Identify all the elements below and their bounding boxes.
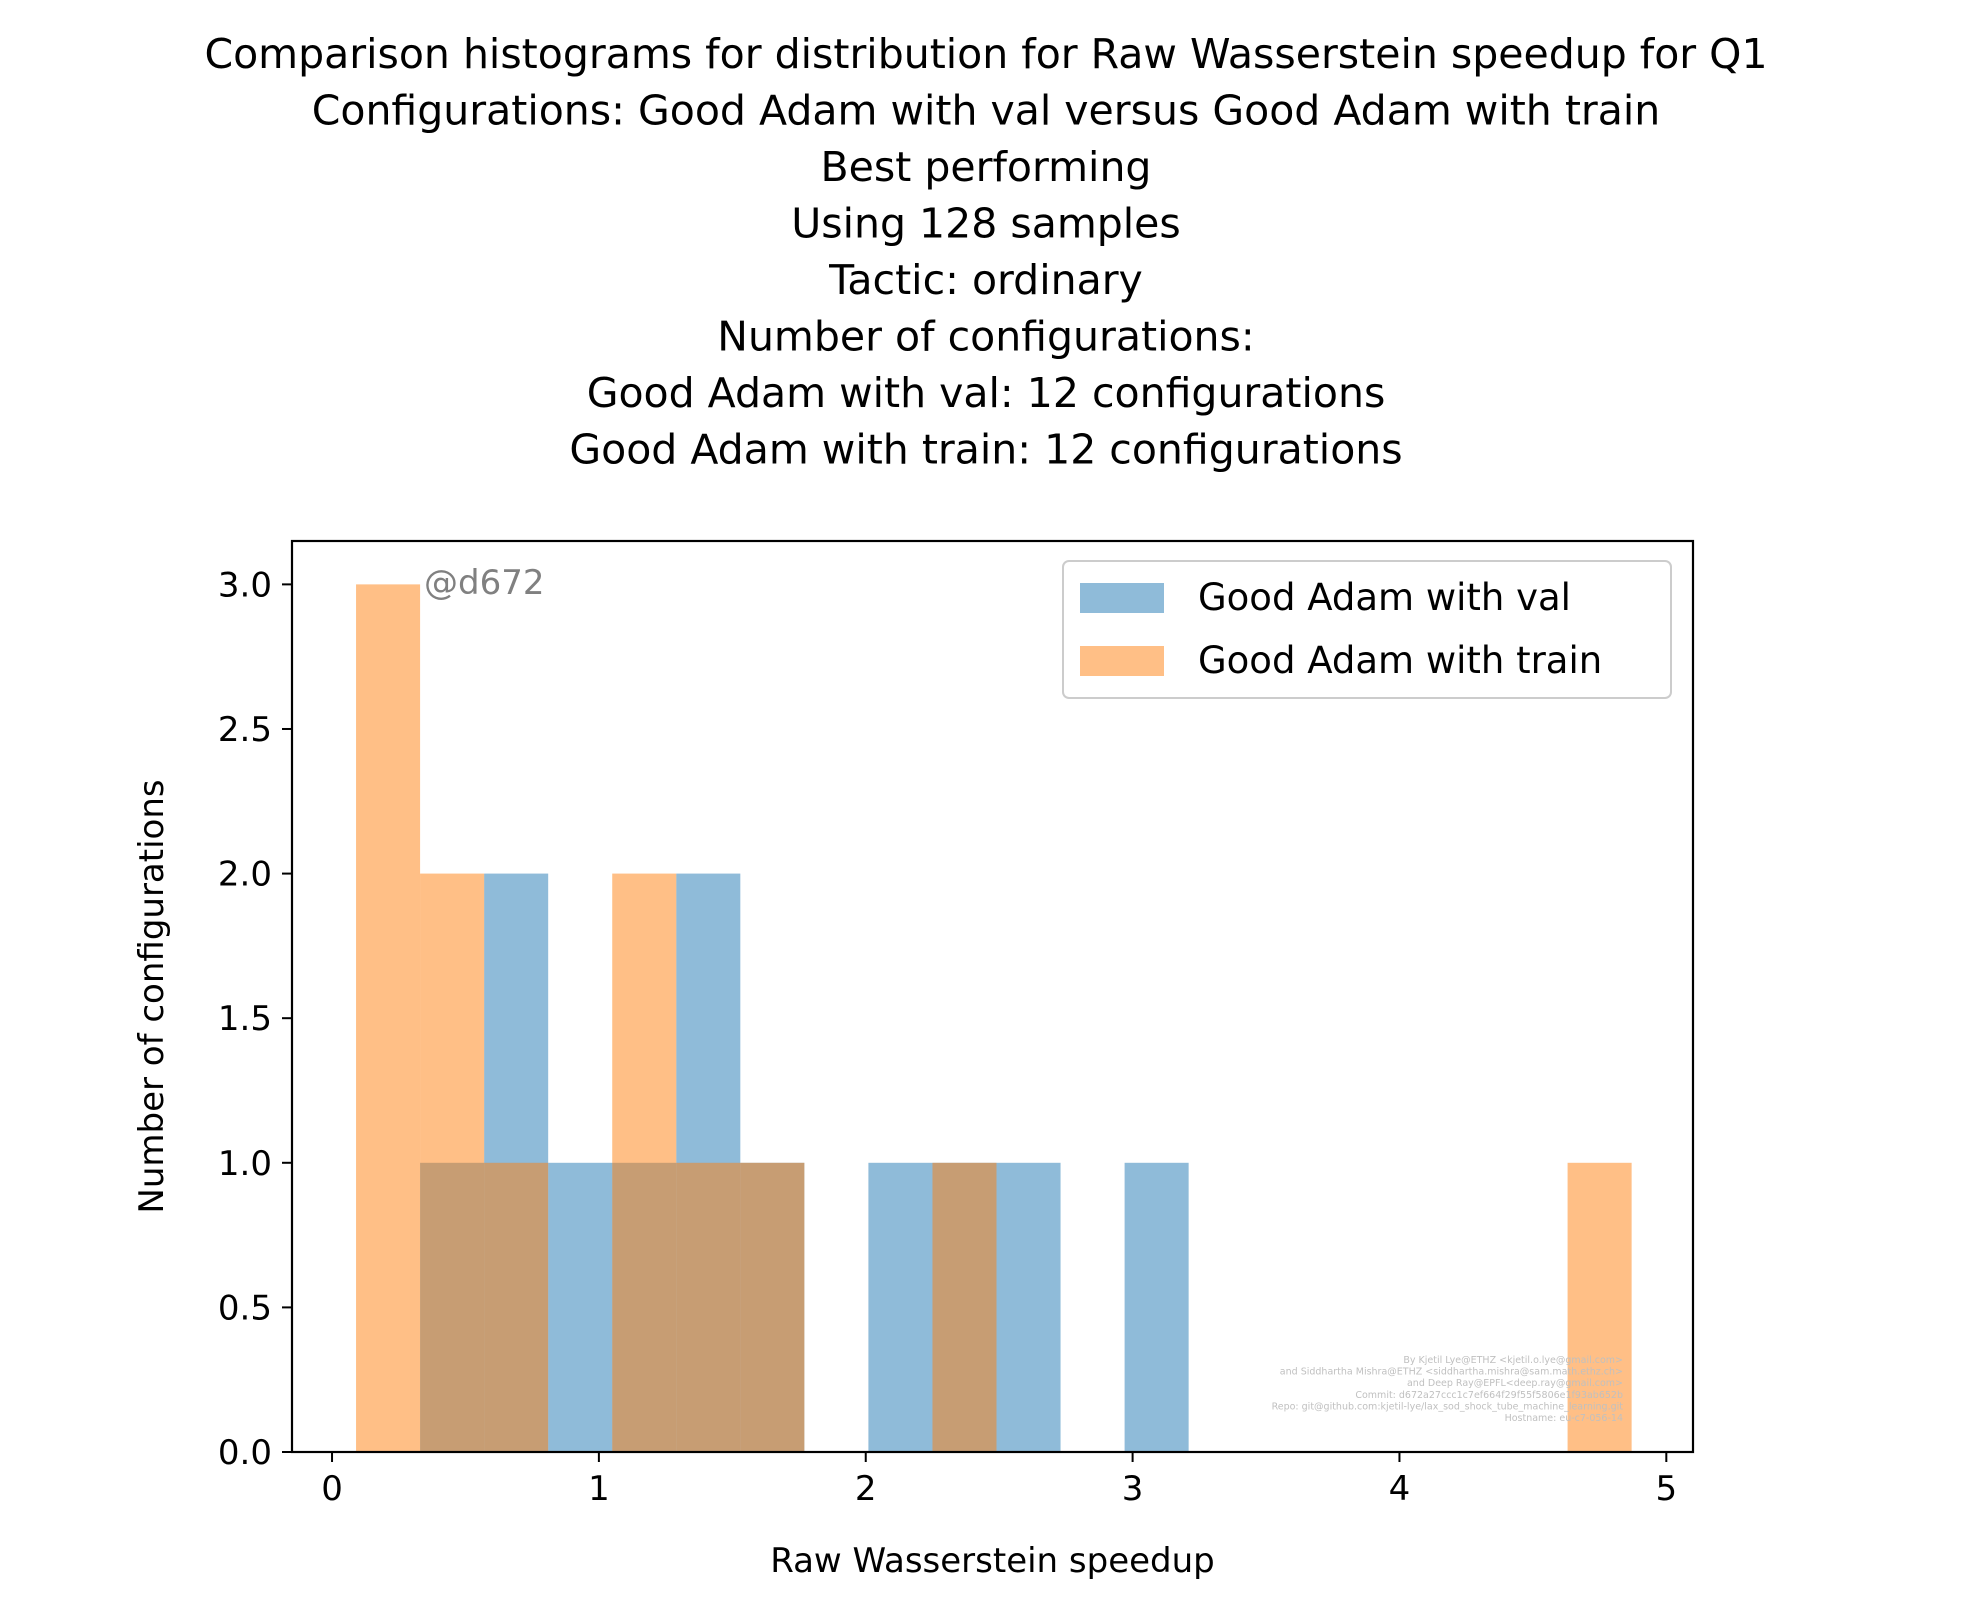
title-line: Tactic: ordinary — [828, 256, 1143, 304]
x-tick-label: 4 — [1389, 1469, 1411, 1509]
x-tick-label: 1 — [588, 1469, 610, 1509]
x-tick-label: 2 — [855, 1469, 877, 1509]
y-axis-label: Number of configurations — [132, 779, 172, 1213]
title-line: Using 128 samples — [791, 200, 1181, 248]
y-tick-label: 2.0 — [218, 855, 272, 895]
histogram-bar — [1124, 1162, 1189, 1452]
y-tick-label: 1.0 — [218, 1144, 272, 1184]
legend-swatch — [1080, 646, 1164, 676]
watermark-line: and Siddhartha Mishra@ETHZ <siddhartha.m… — [1280, 1367, 1623, 1378]
title-line: Good Adam with val: 12 configurations — [587, 369, 1386, 417]
x-tick-label: 0 — [321, 1469, 343, 1509]
title-line: Configurations: Good Adam with val versu… — [312, 87, 1661, 135]
histogram-bar — [420, 873, 485, 1452]
histogram-bar — [740, 1162, 805, 1452]
watermark-line: Hostname: eu-c7-056-14 — [1505, 1413, 1623, 1424]
watermark-line: Commit: d672a27ccc1c7ef664f29f55f5806e1f… — [1355, 1390, 1623, 1401]
histogram-bar — [484, 1162, 549, 1452]
histogram-bar — [676, 1162, 741, 1452]
bars — [356, 584, 1632, 1452]
chart-title: Comparison histograms for distribution f… — [204, 30, 1767, 474]
histogram-bar — [356, 584, 421, 1452]
watermark-line: Repo: git@github.com:kjetil-lye/lax_sod_… — [1272, 1401, 1624, 1412]
histogram-bar — [1567, 1162, 1632, 1452]
watermark-line: By Kjetil Lye@ETHZ <kjetil.o.lye@gmail.c… — [1403, 1355, 1623, 1366]
legend-box — [1062, 560, 1672, 699]
legend: Good Adam with val Good Adam with train — [1062, 560, 1672, 699]
legend-swatch — [1080, 583, 1164, 613]
histogram-bar — [612, 873, 677, 1452]
x-axis: 0 1 2 3 4 5 — [321, 1452, 1677, 1509]
y-tick-label: 2.5 — [218, 710, 272, 750]
legend-label: Good Adam with train — [1198, 639, 1602, 682]
y-tick-label: 0.0 — [218, 1433, 272, 1473]
histogram-bar — [932, 1162, 997, 1452]
y-tick-label: 1.5 — [218, 999, 272, 1039]
title-line: Number of configurations: — [717, 313, 1254, 361]
title-line: Comparison histograms for distribution f… — [204, 30, 1767, 78]
legend-label: Good Adam with val — [1198, 576, 1571, 619]
watermark: By Kjetil Lye@ETHZ <kjetil.o.lye@gmail.c… — [1272, 1355, 1624, 1424]
y-tick-label: 0.5 — [218, 1288, 272, 1328]
plot-frame — [290, 539, 1695, 1454]
histogram-bar — [996, 1162, 1061, 1452]
title-line: Good Adam with train: 12 configurations — [569, 426, 1402, 474]
watermark-line: and Deep Ray@EPFL<deep.ray@gmail.com> — [1407, 1378, 1623, 1389]
histogram-bar — [868, 1162, 933, 1452]
x-tick-label: 3 — [1122, 1469, 1144, 1509]
histogram-bar — [548, 1162, 613, 1452]
x-axis-label: Raw Wasserstein speedup — [770, 1541, 1215, 1581]
x-tick-label: 5 — [1655, 1469, 1677, 1509]
commit-annotation: @d672 — [424, 563, 544, 603]
y-axis: 0.0 0.5 1.0 1.5 2.0 2.5 3.0 — [218, 565, 292, 1473]
title-line: Best performing — [821, 143, 1152, 191]
y-tick-label: 3.0 — [218, 565, 272, 605]
